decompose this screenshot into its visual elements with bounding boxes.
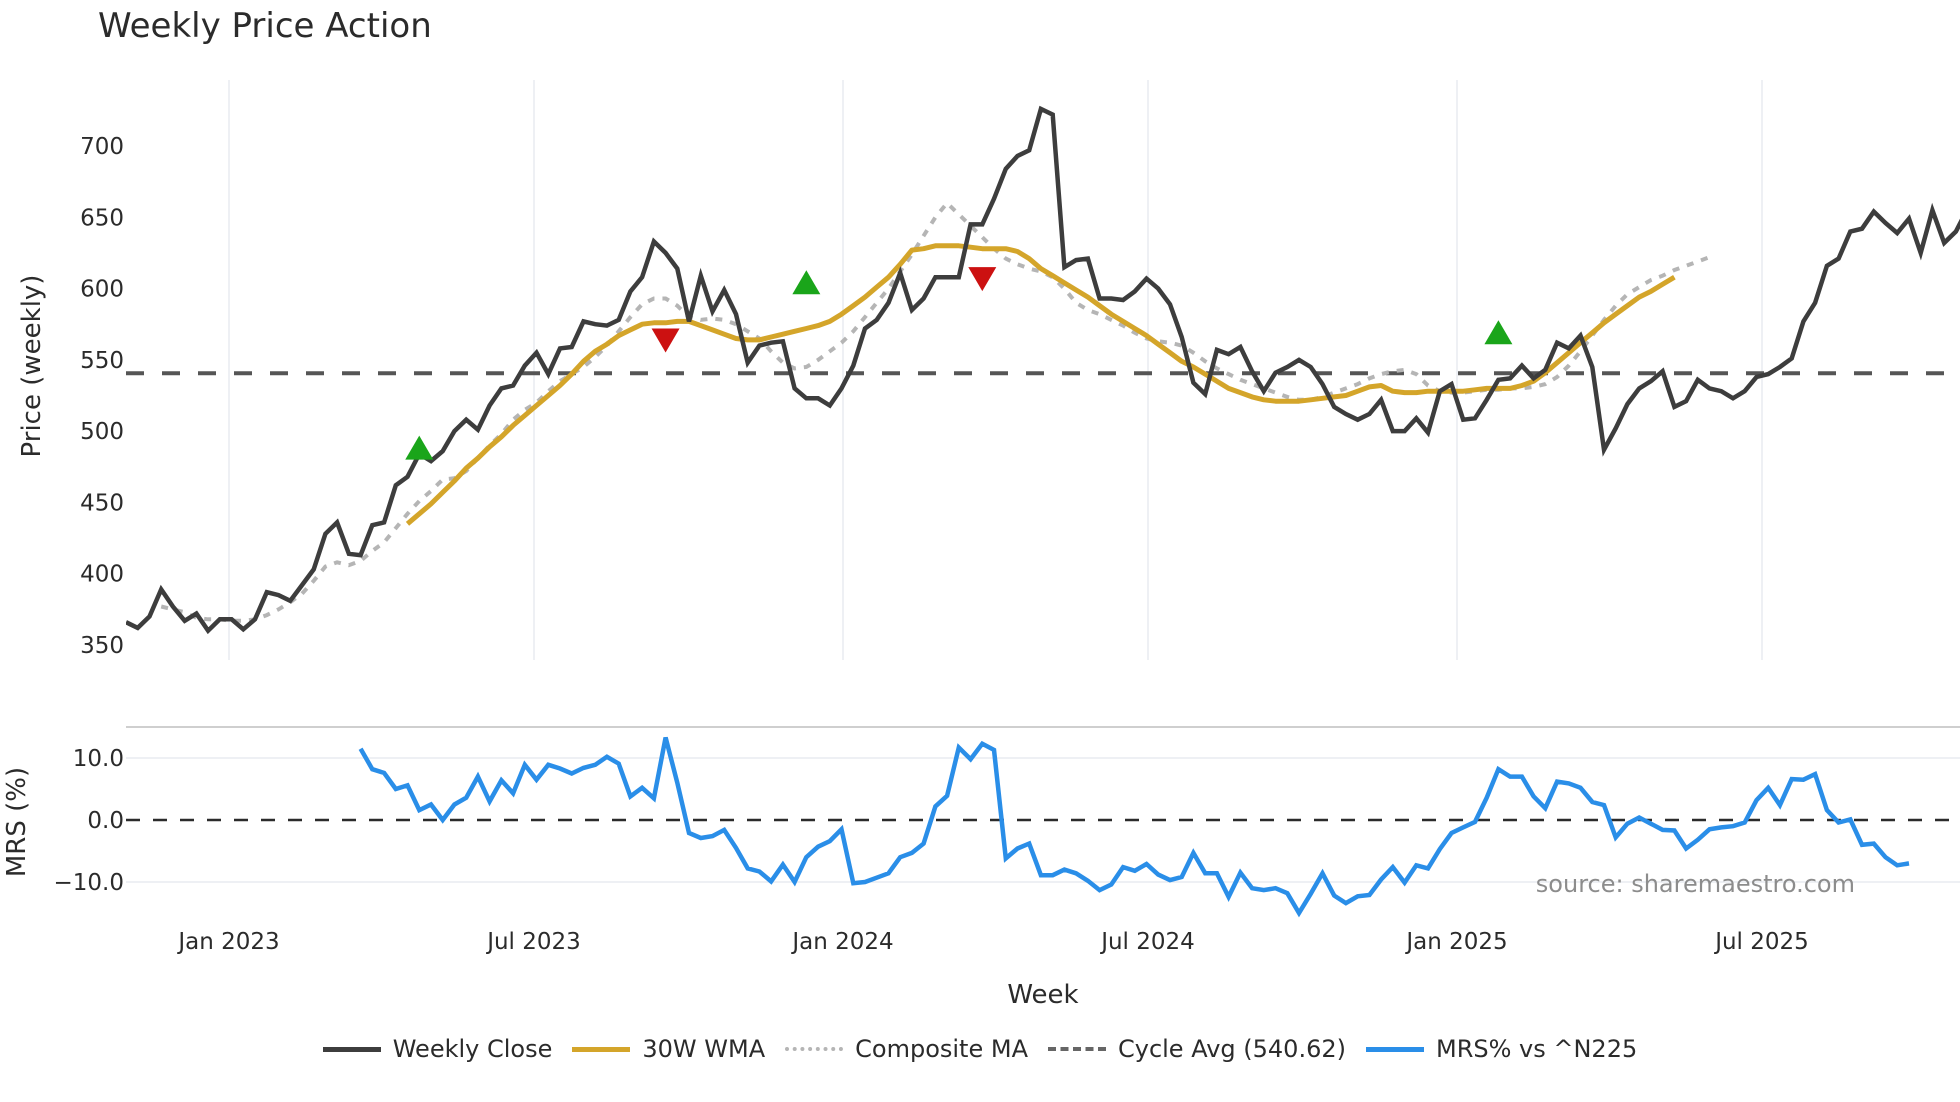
- legend-item-mrs[interactable]: MRS% vs ^N225: [1365, 1035, 1638, 1063]
- buy-signal-triangle-up-icon: [792, 270, 821, 295]
- y-tick-label: 350: [80, 633, 124, 659]
- legend-label: Composite MA: [855, 1035, 1028, 1063]
- chart-title: Weekly Price Action: [98, 6, 432, 46]
- legend-item-weekly-close[interactable]: Weekly Close: [322, 1035, 553, 1063]
- cycle-avg-swatch-icon: [1047, 1047, 1106, 1051]
- mrs-tick-label: 10.0: [73, 746, 124, 772]
- mrs-axis-label: MRS (%): [2, 767, 32, 877]
- x-tick-label: Jan 2025: [1404, 929, 1507, 955]
- y-tick-label: 550: [80, 348, 124, 374]
- sell-signal-triangle-down-icon: [968, 267, 997, 292]
- y-tick-label: 650: [80, 205, 124, 231]
- mrs-tick-label: −10.0: [54, 870, 124, 896]
- mrs-line: [358, 736, 1910, 918]
- x-tick-label: Jul 2023: [485, 929, 581, 955]
- wma-swatch-icon: [572, 1046, 631, 1052]
- legend-item-cycle-avg[interactable]: Cycle Avg (540.62): [1047, 1035, 1346, 1063]
- legend-label: Weekly Close: [392, 1035, 553, 1063]
- weekly-close-line: [126, 105, 1960, 635]
- x-tick-label: Jan 2023: [176, 929, 279, 955]
- source-watermark: source: sharemaestro.com: [1536, 870, 1855, 898]
- x-axis-label: Week: [1007, 980, 1078, 1010]
- y-tick-label: 400: [80, 562, 124, 588]
- mrs-tick-label: 0.0: [87, 808, 124, 834]
- legend-label: 30W WMA: [642, 1035, 766, 1063]
- legend: Weekly Close 30W WMA Composite MA Cycle …: [0, 1035, 1960, 1063]
- y-tick-label: 500: [80, 419, 124, 445]
- wma-line: [405, 243, 1676, 526]
- y-tick-label: 700: [80, 134, 124, 160]
- sell-signal-triangle-down-icon: [651, 328, 680, 353]
- legend-item-composite-ma[interactable]: Composite MA: [785, 1035, 1028, 1063]
- weekly-close-swatch-icon: [322, 1046, 381, 1052]
- legend-label: MRS% vs ^N225: [1435, 1035, 1638, 1063]
- buy-signal-triangle-up-icon: [405, 435, 434, 460]
- composite-ma-swatch-icon: [785, 1047, 844, 1051]
- x-tick-label: Jul 2025: [1713, 929, 1809, 955]
- y-tick-label: 450: [80, 490, 124, 516]
- legend-label: Cycle Avg (540.62): [1117, 1035, 1346, 1063]
- buy-signal-triangle-up-icon: [1484, 320, 1513, 345]
- x-tick-label: Jan 2024: [790, 929, 893, 955]
- y-tick-label: 600: [80, 277, 124, 303]
- x-tick-label: Jul 2024: [1099, 929, 1195, 955]
- y-axis-label: Price (weekly): [17, 275, 47, 458]
- mrs-swatch-icon: [1365, 1046, 1424, 1052]
- legend-item-wma[interactable]: 30W WMA: [572, 1035, 765, 1063]
